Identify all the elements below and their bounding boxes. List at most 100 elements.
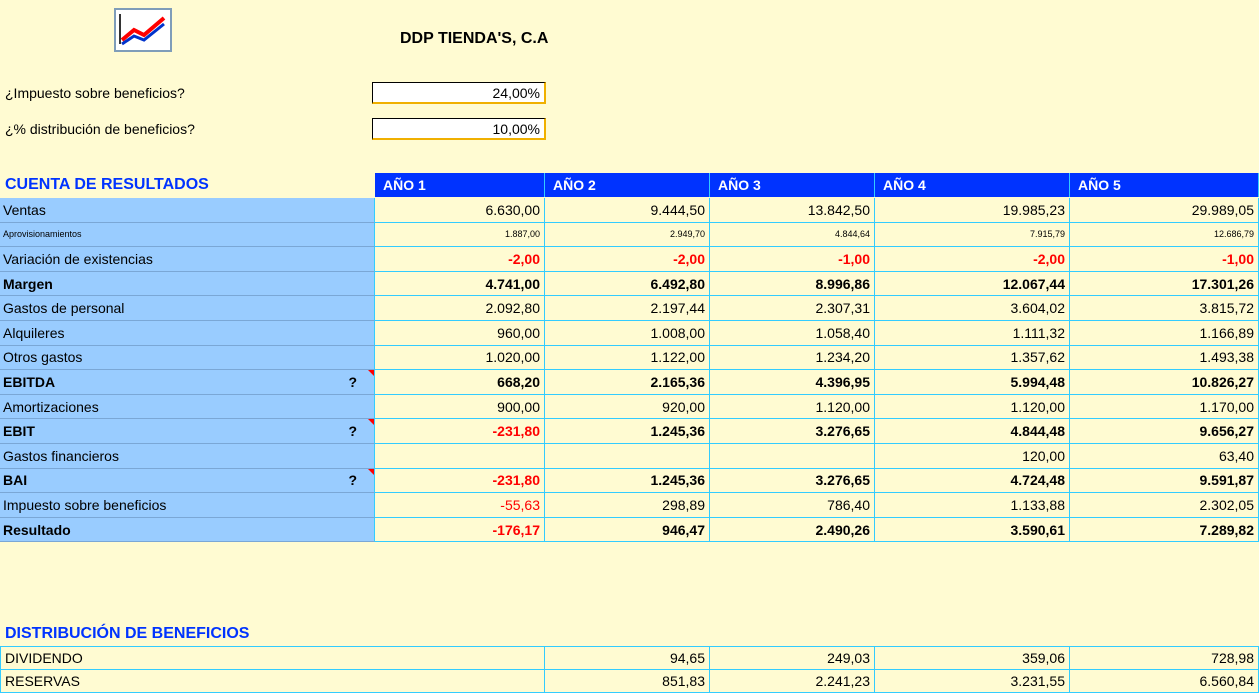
row-label-text: Impuesto sobre beneficios bbox=[3, 496, 167, 513]
input-cell[interactable]: 10,00% bbox=[372, 118, 546, 140]
input-cell[interactable]: 24,00% bbox=[372, 82, 546, 104]
row-label: Ventas bbox=[0, 198, 375, 223]
value-cell: 6.560,84 bbox=[1070, 669, 1259, 693]
value-cell: 3.590,61 bbox=[875, 517, 1070, 543]
value-cell: 946,47 bbox=[545, 517, 710, 543]
row-label: Gastos de personal bbox=[0, 296, 375, 321]
value-cell: 63,40 bbox=[1070, 444, 1259, 469]
row-label-text: Gastos de personal bbox=[3, 300, 125, 317]
column-header: AÑO 1 bbox=[375, 173, 545, 197]
value-cell: -2,00 bbox=[375, 247, 545, 272]
section-title: CUENTA DE RESULTADOS bbox=[5, 176, 209, 193]
value-cell: 1.245,36 bbox=[545, 468, 710, 494]
value-cell: 3.276,65 bbox=[710, 419, 875, 444]
value-cell: 2.165,36 bbox=[545, 370, 710, 395]
value-cell: 2.092,80 bbox=[375, 296, 545, 321]
row-label-text: Resultado bbox=[3, 521, 71, 538]
value-cell: -1,00 bbox=[710, 247, 875, 272]
row-label: Aprovisionamientos bbox=[0, 222, 375, 248]
value-cell: 1.058,40 bbox=[710, 321, 875, 346]
value-cell: 900,00 bbox=[375, 394, 545, 420]
chart-icon bbox=[114, 8, 172, 52]
row-label-text: Variación de existencias bbox=[3, 250, 153, 267]
value-cell: 4.844,64 bbox=[710, 222, 875, 248]
row-label: EBITDA? bbox=[0, 370, 375, 395]
row-label: Otros gastos bbox=[0, 345, 375, 371]
row-label: Alquileres bbox=[0, 321, 375, 346]
value-cell: -231,80 bbox=[375, 468, 545, 494]
column-header: AÑO 4 bbox=[875, 173, 1070, 197]
value-cell: 298,89 bbox=[545, 493, 710, 518]
value-cell bbox=[710, 444, 875, 469]
row-label: Gastos financieros bbox=[0, 444, 375, 469]
row-note: ? bbox=[348, 423, 357, 440]
value-cell: 1.008,00 bbox=[545, 321, 710, 346]
company-title: DDP TIENDA'S, C.A bbox=[400, 30, 549, 47]
value-cell: 9.591,87 bbox=[1070, 468, 1259, 494]
value-cell: 1.120,00 bbox=[710, 394, 875, 420]
section-title: DISTRIBUCIÓN DE BENEFICIOS bbox=[5, 625, 250, 642]
value-cell: -1,00 bbox=[1070, 247, 1259, 272]
value-cell: 17.301,26 bbox=[1070, 271, 1259, 297]
value-cell bbox=[375, 444, 545, 469]
row-label: BAI? bbox=[0, 468, 375, 494]
row-label-text: Amortizaciones bbox=[3, 398, 99, 415]
value-cell: 9.656,27 bbox=[1070, 419, 1259, 444]
row-label: Resultado bbox=[0, 517, 375, 543]
value-cell: 1.166,89 bbox=[1070, 321, 1259, 346]
value-cell: 851,83 bbox=[545, 669, 710, 693]
value-cell: 1.887,00 bbox=[375, 222, 545, 248]
row-label-text: Aprovisionamientos bbox=[3, 228, 82, 239]
value-cell: 2.307,31 bbox=[710, 296, 875, 321]
comment-indicator[interactable] bbox=[368, 370, 374, 377]
value-cell: 4.396,95 bbox=[710, 370, 875, 395]
value-cell: 2.197,44 bbox=[545, 296, 710, 321]
value-cell: 2.241,23 bbox=[710, 669, 875, 693]
value-cell: 668,20 bbox=[375, 370, 545, 395]
comment-indicator[interactable] bbox=[368, 419, 374, 426]
value-cell: 94,65 bbox=[545, 646, 710, 670]
row-label: Variación de existencias bbox=[0, 247, 375, 272]
value-cell: 120,00 bbox=[875, 444, 1070, 469]
row-label: Impuesto sobre beneficios bbox=[0, 493, 375, 518]
value-cell: -55,63 bbox=[375, 493, 545, 518]
row-label-text: Ventas bbox=[3, 201, 46, 218]
value-cell: 3.276,65 bbox=[710, 468, 875, 494]
value-cell: -176,17 bbox=[375, 517, 545, 543]
value-cell: 8.996,86 bbox=[710, 271, 875, 297]
value-cell: 4.724,48 bbox=[875, 468, 1070, 494]
value-cell: 7.289,82 bbox=[1070, 517, 1259, 543]
value-cell: 4.741,00 bbox=[375, 271, 545, 297]
value-cell: 12.067,44 bbox=[875, 271, 1070, 297]
row-note: ? bbox=[348, 373, 357, 390]
value-cell: 2.490,26 bbox=[710, 517, 875, 543]
value-cell: 7.915,79 bbox=[875, 222, 1070, 248]
row-label: RESERVAS bbox=[0, 669, 545, 693]
value-cell: 13.842,50 bbox=[710, 198, 875, 223]
value-cell: 786,40 bbox=[710, 493, 875, 518]
value-cell: 1.020,00 bbox=[375, 345, 545, 371]
row-label-text: EBITDA bbox=[3, 373, 56, 390]
column-header: AÑO 3 bbox=[710, 173, 875, 197]
row-note: ? bbox=[348, 472, 357, 489]
value-cell: 2.302,05 bbox=[1070, 493, 1259, 518]
row-label-text: EBIT bbox=[3, 423, 35, 440]
row-label: Amortizaciones bbox=[0, 394, 375, 420]
row-label-text: Otros gastos bbox=[3, 349, 83, 366]
value-cell: -2,00 bbox=[875, 247, 1070, 272]
value-cell: 728,98 bbox=[1070, 646, 1259, 670]
value-cell: 5.994,48 bbox=[875, 370, 1070, 395]
value-cell: -2,00 bbox=[545, 247, 710, 272]
value-cell: 29.989,05 bbox=[1070, 198, 1259, 223]
value-cell: 1.120,00 bbox=[875, 394, 1070, 420]
comment-indicator[interactable] bbox=[368, 468, 374, 475]
row-label: Margen bbox=[0, 271, 375, 297]
value-cell: 2.949,70 bbox=[545, 222, 710, 248]
value-cell: 10.826,27 bbox=[1070, 370, 1259, 395]
value-cell: 1.234,20 bbox=[710, 345, 875, 371]
value-cell: 1.357,62 bbox=[875, 345, 1070, 371]
row-label: EBIT? bbox=[0, 419, 375, 444]
value-cell: 920,00 bbox=[545, 394, 710, 420]
value-cell: 1.493,38 bbox=[1070, 345, 1259, 371]
